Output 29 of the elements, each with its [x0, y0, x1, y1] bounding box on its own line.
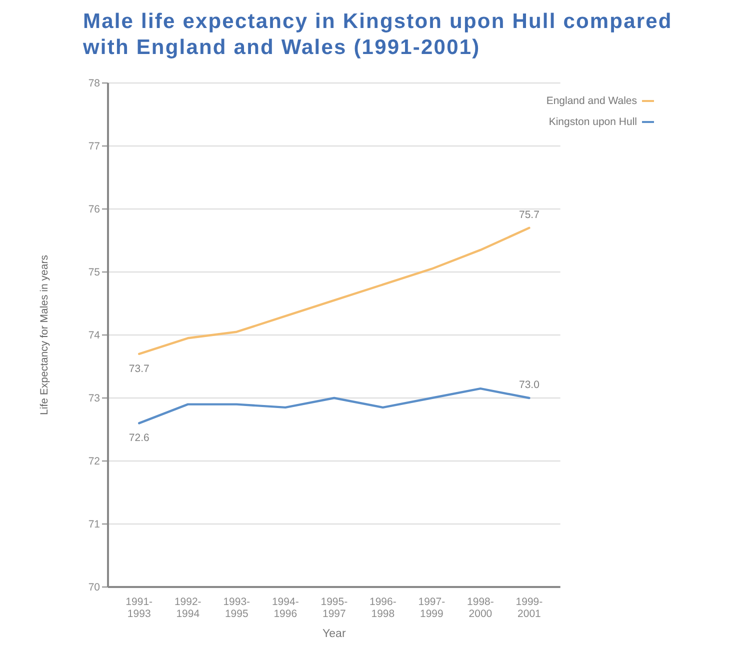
y-tick-label: 73 [88, 392, 100, 405]
x-tick-label: 1997-1999 [418, 596, 446, 620]
legend-label: England and Wales [546, 95, 637, 107]
x-tick-label: 1996-1998 [370, 596, 397, 620]
chart-title: Male life expectancy in Kingston upon Hull compared with England and Wales (1991-2001) [83, 9, 674, 61]
y-tick-label: 77 [88, 140, 100, 153]
y-tick-label: 71 [88, 518, 100, 531]
y-tick-label: 76 [88, 204, 100, 216]
data-label: 72.6 [128, 432, 150, 444]
x-tick-label: 1998-2000 [467, 596, 494, 620]
x-tick-label: 1993-1995 [223, 596, 251, 620]
x-tick-label: 1992-1994 [174, 596, 202, 620]
y-tick-label: 70 [88, 582, 100, 594]
line-series [138, 387, 530, 424]
x-tick-label: 1991-1993 [126, 596, 154, 620]
y-tick-label: 78 [88, 78, 100, 90]
data-label: 73.7 [128, 362, 150, 375]
y-tick-label: 75 [88, 266, 100, 279]
y-axis-title: Life Expectancy for Males in years [38, 255, 51, 415]
x-axis-title: Year [322, 628, 346, 640]
x-tick-label: 1995-1997 [320, 596, 348, 620]
x-tick-label: 1999-2001 [516, 596, 544, 620]
y-tick-label: 72 [88, 456, 100, 468]
legend-label: Kingston upon Hull [548, 116, 637, 128]
y-tick-label: 74 [88, 330, 100, 342]
x-tick-label: 1994-1996 [272, 596, 300, 620]
data-label: 73.0 [519, 379, 540, 391]
data-label: 75.7 [519, 208, 540, 221]
line-series [138, 226, 530, 355]
